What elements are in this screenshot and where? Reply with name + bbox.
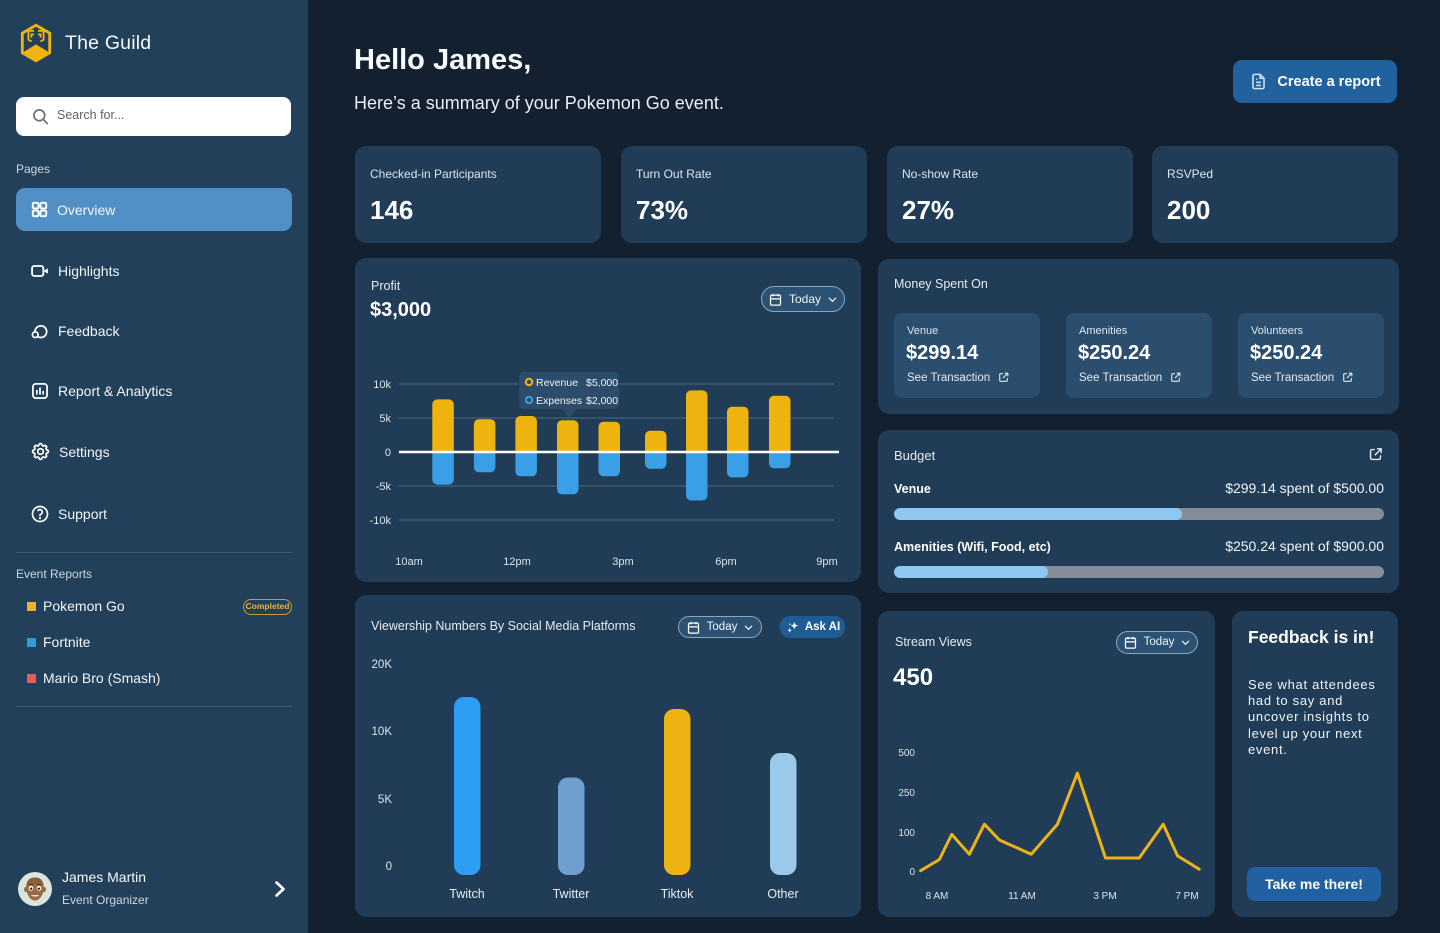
svg-text:10k: 10k — [373, 379, 391, 391]
svg-text:6pm: 6pm — [715, 556, 736, 568]
svg-text:$2,000: $2,000 — [586, 395, 618, 407]
svg-text:-10k: -10k — [370, 515, 392, 527]
svg-text:Expenses: Expenses — [536, 395, 582, 407]
svg-text:500: 500 — [898, 748, 915, 759]
svg-text:Tiktok: Tiktok — [661, 887, 695, 901]
svg-text:3pm: 3pm — [612, 556, 633, 568]
svg-text:7 PM: 7 PM — [1175, 891, 1198, 902]
svg-text:0: 0 — [385, 447, 391, 459]
svg-text:20K: 20K — [372, 659, 393, 671]
svg-text:Twitter: Twitter — [553, 887, 590, 901]
svg-text:0: 0 — [386, 861, 392, 873]
svg-text:$5,000: $5,000 — [586, 377, 618, 389]
svg-text:12pm: 12pm — [503, 556, 531, 568]
svg-text:Twitch: Twitch — [449, 887, 484, 901]
svg-text:5K: 5K — [378, 794, 392, 806]
svg-text:250: 250 — [898, 788, 915, 799]
svg-text:9pm: 9pm — [816, 556, 837, 568]
svg-text:10K: 10K — [372, 726, 393, 738]
svg-text:5k: 5k — [379, 413, 391, 425]
svg-text:-5k: -5k — [376, 481, 392, 493]
svg-text:3 PM: 3 PM — [1093, 891, 1116, 902]
svg-text:8 AM: 8 AM — [926, 891, 949, 902]
svg-text:0: 0 — [909, 867, 915, 878]
svg-text:10am: 10am — [395, 556, 423, 568]
svg-text:100: 100 — [898, 828, 915, 839]
svg-text:11 AM: 11 AM — [1008, 891, 1036, 902]
svg-text:Revenue: Revenue — [536, 377, 578, 389]
svg-text:Other: Other — [767, 887, 798, 901]
